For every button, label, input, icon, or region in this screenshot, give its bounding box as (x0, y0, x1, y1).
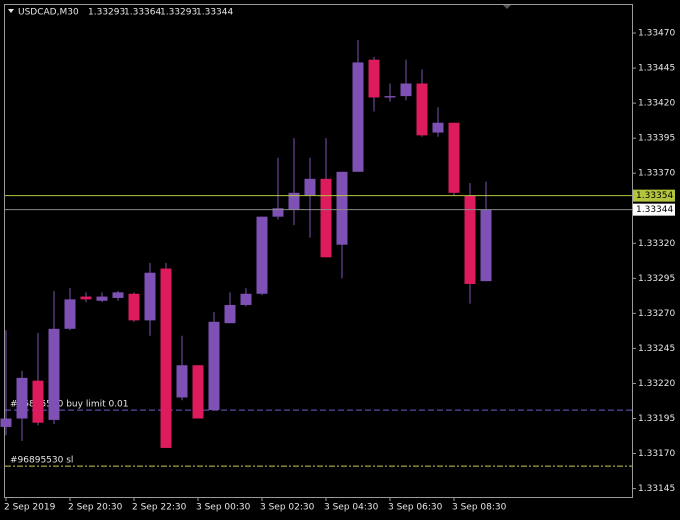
x-tick-label: 3 Sep 06:30 (388, 503, 443, 513)
candle-body (64, 299, 76, 329)
y-tick-label: 1.33195 (638, 414, 675, 424)
y-tick-label: 1.33170 (638, 449, 675, 459)
y-tick-label: 1.33320 (638, 239, 675, 249)
price-label-box (633, 203, 675, 216)
candle-body (304, 178, 316, 196)
candle-body (368, 59, 380, 98)
y-tick-label: 1.33220 (638, 379, 675, 389)
candle-body (272, 208, 284, 217)
candle-body (176, 365, 188, 398)
menu-arrow[interactable] (8, 9, 14, 13)
x-tick-label: 3 Sep 02:30 (260, 503, 315, 513)
candle-body (32, 380, 44, 423)
x-tick-label: 2 Sep 20:30 (68, 503, 123, 513)
price-label-box (633, 189, 675, 202)
order-label: #96895530 buy limit 0.01 (10, 400, 129, 410)
order-label: #96895530 sl (10, 456, 73, 466)
candle-body (144, 272, 156, 321)
candle-body (416, 83, 428, 136)
candle-body (128, 293, 140, 321)
price-label: 1.33344 (636, 205, 673, 215)
candle-body (16, 377, 28, 419)
x-tick-label: 2 Sep 22:30 (132, 503, 187, 513)
candle-body (400, 83, 412, 97)
header-close: 1.33344 (196, 8, 233, 18)
x-tick-label: 3 Sep 04:30 (324, 503, 379, 513)
header-open: 1.33293 (88, 8, 125, 18)
candle-body (432, 122, 444, 133)
y-tick-label: 1.33145 (638, 484, 675, 494)
y-tick-label: 1.33370 (638, 169, 675, 179)
candle-body (320, 178, 332, 258)
y-tick-label: 1.33270 (638, 309, 675, 319)
y-tick-label: 1.33395 (638, 134, 675, 144)
x-tick-label: 3 Sep 00:30 (196, 503, 251, 513)
candle-body (256, 216, 268, 294)
candle-body (480, 209, 492, 282)
candle-body (160, 268, 172, 448)
y-tick-label: 1.33295 (638, 274, 675, 284)
candle-body (336, 171, 348, 245)
header-low: 1.33293 (160, 8, 197, 18)
candle-body (208, 321, 220, 411)
shift-marker[interactable] (503, 5, 511, 9)
symbol-title: USDCAD,M30 (18, 8, 79, 18)
candle-body (288, 192, 300, 210)
candle-body (112, 292, 124, 298)
x-tick-label: 2 Sep 2019 (4, 503, 56, 513)
plot-frame (4, 4, 633, 498)
candle-body (80, 296, 92, 300)
candle-body (464, 195, 476, 284)
candle-body (224, 304, 236, 324)
y-tick-label: 1.33445 (638, 64, 675, 74)
x-tick-label: 3 Sep 08:30 (452, 503, 507, 513)
y-tick-label: 1.33420 (638, 99, 675, 109)
candle-body (192, 365, 204, 419)
y-tick-label: 1.33245 (638, 344, 675, 354)
y-tick-label: 1.33470 (638, 29, 675, 39)
candle-body (96, 296, 108, 301)
candle-body (384, 96, 396, 98)
header-high: 1.33364 (124, 8, 161, 18)
candle-body (448, 122, 460, 193)
candle-body (240, 293, 252, 305)
candle-body (0, 418, 12, 427)
candle-body (48, 328, 60, 420)
price-label: 1.33354 (636, 191, 673, 201)
candle-body (352, 62, 364, 172)
